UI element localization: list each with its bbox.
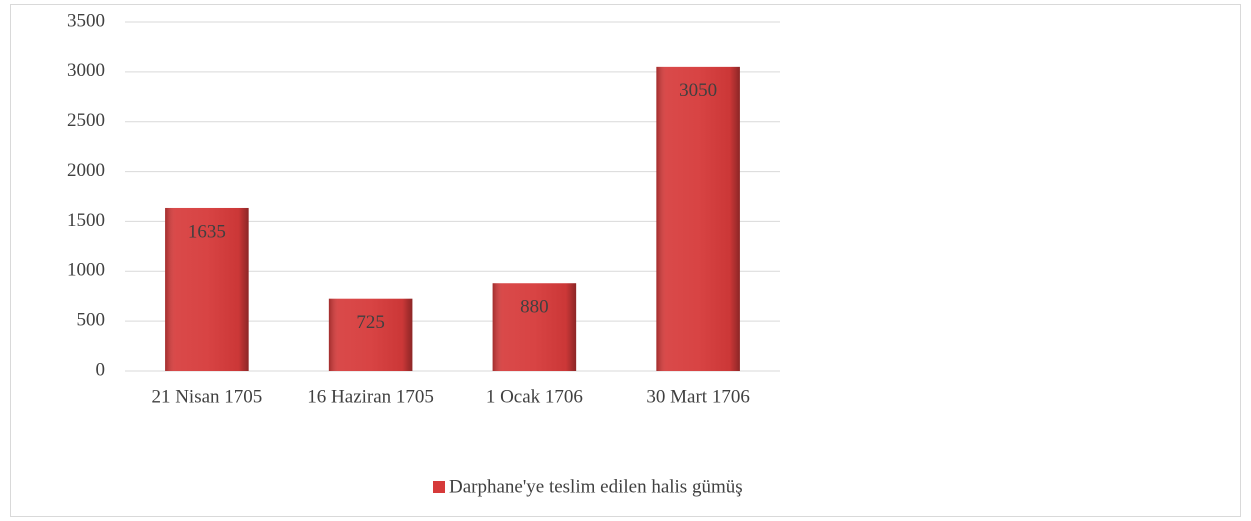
y-tick-label: 3500 xyxy=(67,10,105,31)
y-tick-label: 1000 xyxy=(67,260,105,281)
bar-shade xyxy=(492,283,577,371)
y-tick-label: 3000 xyxy=(67,60,105,81)
y-tick-label: 2500 xyxy=(67,110,105,131)
x-tick-label: 21 Nisan 1705 xyxy=(151,386,262,407)
bar-shade xyxy=(656,66,740,371)
legend-label: Darphane'ye teslim edilen halis gümüş xyxy=(449,476,743,497)
data-label: 880 xyxy=(520,297,549,318)
data-label: 725 xyxy=(356,312,385,333)
y-tick-label: 1500 xyxy=(67,210,105,231)
x-tick-label: 30 Mart 1706 xyxy=(646,386,749,407)
y-tick-label: 500 xyxy=(77,310,106,331)
x-tick-label: 16 Haziran 1705 xyxy=(307,386,434,407)
data-label: 3050 xyxy=(679,80,717,101)
bar-shade xyxy=(165,207,249,371)
data-label: 1635 xyxy=(188,221,226,242)
x-tick-label: 1 Ocak 1706 xyxy=(486,386,583,407)
bar-shade xyxy=(328,298,413,371)
y-tick-label: 2000 xyxy=(67,160,105,181)
legend-swatch xyxy=(433,481,445,493)
y-tick-label: 0 xyxy=(96,359,106,380)
